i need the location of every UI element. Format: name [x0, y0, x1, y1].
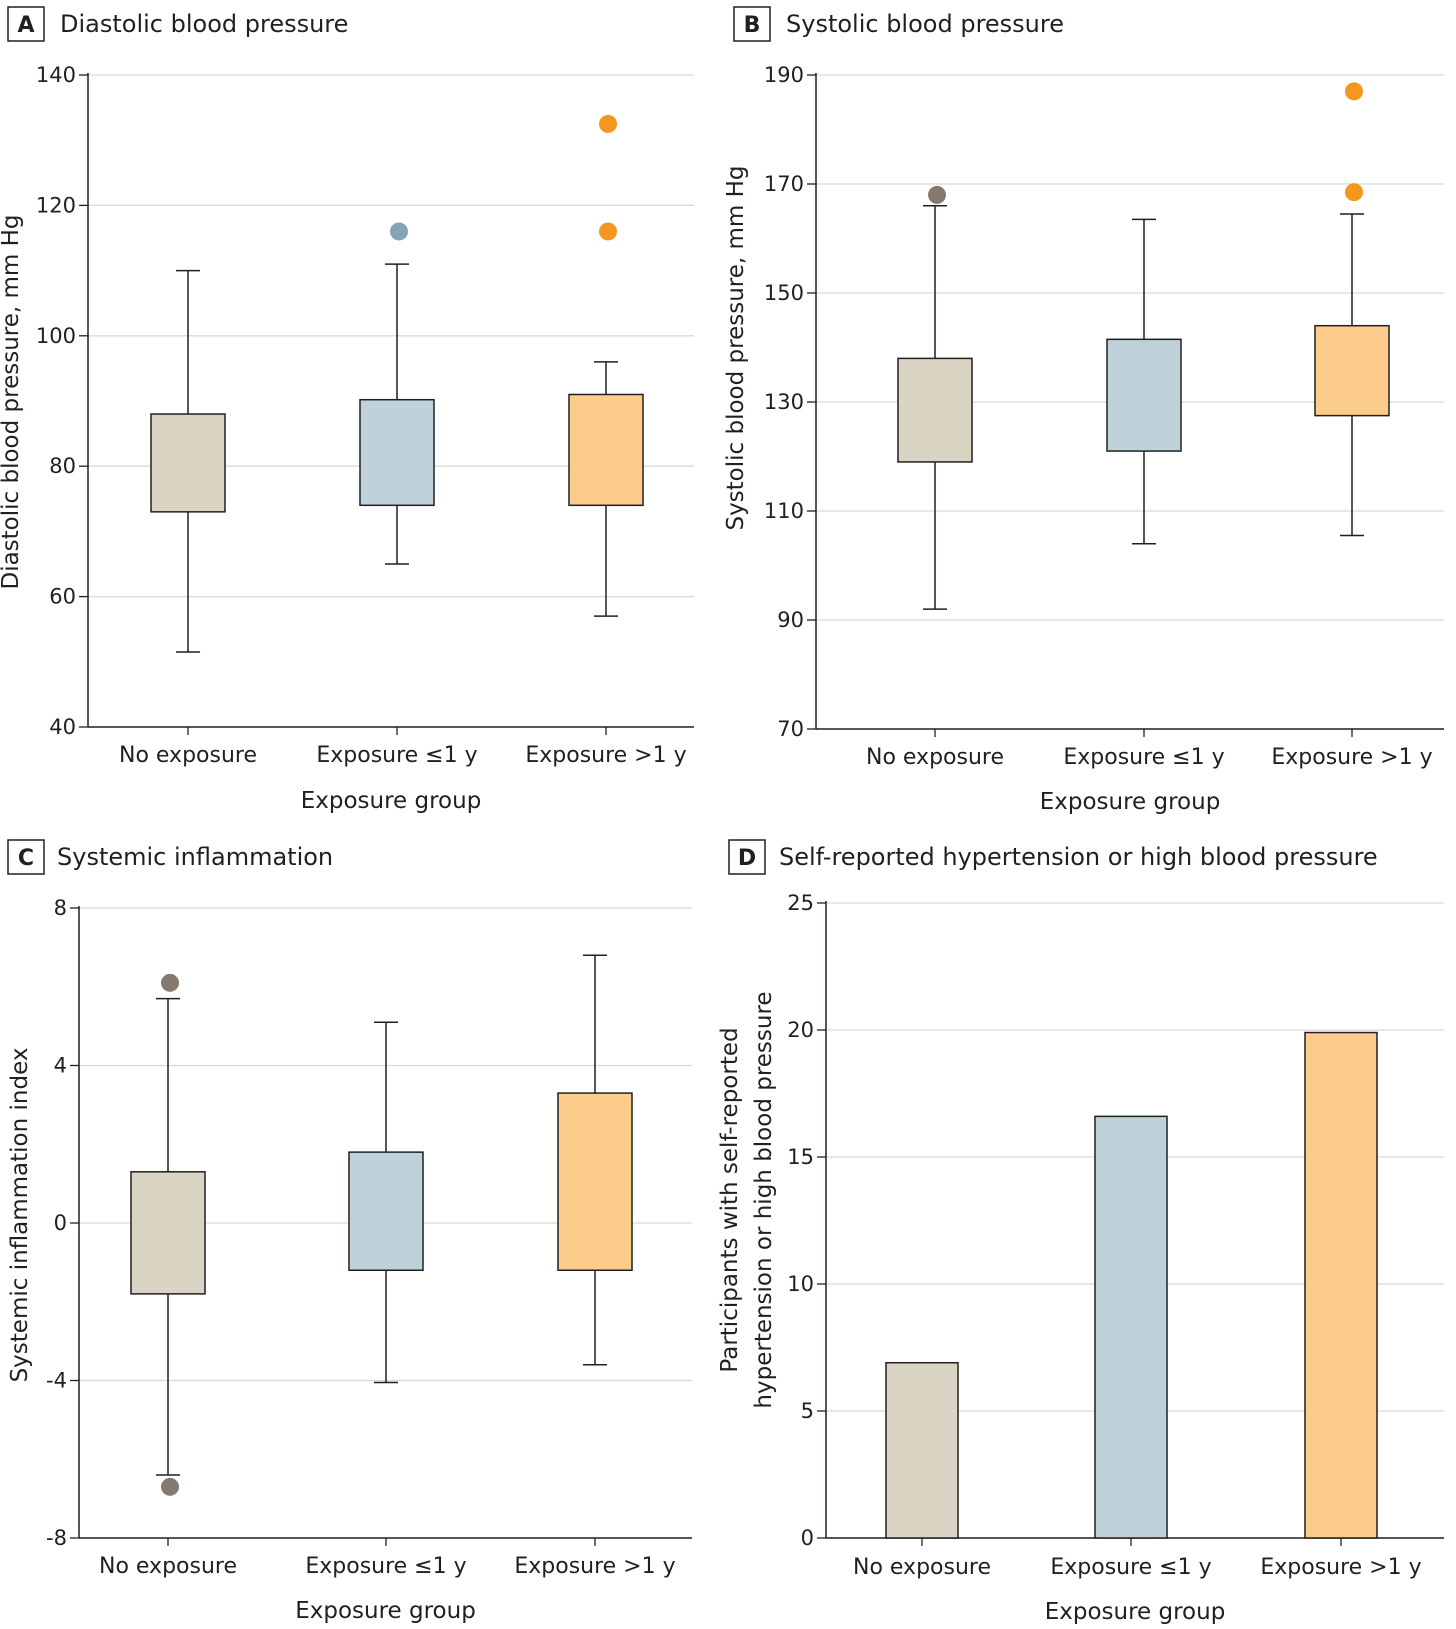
x-axis-label: Exposure group: [1040, 789, 1221, 815]
y-tick-label: 4: [54, 1054, 67, 1078]
y-axis-label-line: hypertension or high blood pressure: [751, 991, 777, 1408]
box: [359, 398, 435, 507]
panel-d: D Self-reported hypertension or high bloo…: [717, 839, 1444, 1625]
y-tick-label: 190: [764, 63, 804, 87]
outlier-point: [1345, 183, 1363, 202]
y-axis-label: Systemic inflammation index: [7, 1048, 33, 1383]
x-tick-label: Exposure >1 y: [525, 743, 686, 768]
y-tick-label: -8: [46, 1526, 67, 1550]
panel-title: Systolic blood pressure: [786, 10, 1064, 38]
panel-letter: D: [738, 846, 756, 871]
y-tick-label: 90: [777, 608, 804, 632]
y-tick-label: 110: [764, 499, 804, 523]
x-tick-label: Exposure >1 y: [1271, 745, 1432, 770]
x-tick-label: Exposure ≤1 y: [1063, 745, 1224, 770]
y-tick-label: 15: [787, 1145, 814, 1169]
x-axis-label: Exposure group: [1045, 1599, 1226, 1625]
y-tick-label: 100: [36, 324, 76, 348]
y-tick-label: 40: [49, 715, 76, 739]
panel-letter-box: [733, 6, 771, 42]
y-tick-label: 10: [787, 1272, 814, 1296]
x-axis-label: Exposure group: [301, 788, 482, 814]
x-tick-label: No exposure: [99, 1554, 237, 1579]
bar: [1094, 1115, 1168, 1539]
box: [897, 357, 973, 463]
panel-letter-box: [728, 839, 766, 875]
y-tick-label: 0: [801, 1526, 814, 1550]
outlier-point: [599, 114, 617, 133]
panel-title: Diastolic blood pressure: [60, 10, 348, 38]
x-tick-label: Exposure >1 y: [1260, 1555, 1421, 1580]
box: [1106, 338, 1182, 452]
y-axis-label: Systolic blood pressure, mm Hg: [723, 165, 749, 530]
box: [568, 393, 644, 507]
y-tick-label: 8: [54, 896, 67, 920]
x-tick-label: Exposure ≤1 y: [316, 743, 477, 768]
x-axis-label: Exposure group: [295, 1598, 476, 1624]
panel-letter-box: [7, 839, 45, 875]
outlier-point: [390, 222, 408, 241]
y-tick-label: 70: [777, 717, 804, 741]
y-tick-label: 5: [801, 1399, 814, 1423]
y-tick-label: 60: [49, 585, 76, 609]
panel-b: B Systolic blood pressure 70 90 110 130 150 170…: [723, 6, 1444, 815]
y-tick-label: 150: [764, 281, 804, 305]
x-tick-label: Exposure >1 y: [514, 1554, 675, 1579]
panel-c: C Systemic inflammation -8 -4 0 4 8 No exposure…: [7, 839, 692, 1624]
y-tick-label: 25: [787, 891, 814, 915]
y-axis-label-line: Participants with self-reported: [717, 1027, 743, 1372]
x-tick-label: No exposure: [119, 743, 257, 768]
panel-a: A Diastolic blood pressure 40 60 80 100 120 140…: [0, 6, 694, 814]
panel-title: Self-reported hypertension or high blood…: [779, 843, 1378, 871]
outlier-point: [1345, 82, 1363, 101]
box: [150, 413, 226, 513]
bar: [885, 1361, 959, 1539]
x-tick-label: No exposure: [866, 745, 1004, 770]
outlier-point: [161, 1477, 179, 1496]
y-tick-label: 130: [764, 390, 804, 414]
box: [1314, 324, 1390, 417]
box: [130, 1171, 206, 1295]
panel-letter: B: [744, 13, 761, 38]
bar: [1304, 1031, 1378, 1539]
y-tick-label: 20: [787, 1018, 814, 1042]
y-tick-label: -4: [46, 1369, 67, 1393]
x-tick-label: Exposure ≤1 y: [305, 1554, 466, 1579]
x-tick-label: Exposure ≤1 y: [1050, 1555, 1211, 1580]
y-tick-label: 0: [54, 1211, 67, 1235]
y-axis-label: Diastolic blood pressure, mm Hg: [0, 214, 24, 589]
y-tick-label: 170: [764, 172, 804, 196]
panel-letter: C: [18, 846, 34, 871]
panel-letter: A: [17, 13, 34, 38]
y-tick-label: 140: [36, 63, 76, 87]
panel-title: Systemic inflammation: [57, 843, 333, 871]
outlier-point: [599, 222, 617, 241]
y-tick-label: 80: [49, 454, 76, 478]
box: [348, 1151, 424, 1271]
panel-letter-box: [7, 6, 45, 42]
outlier-point: [928, 185, 946, 204]
box: [557, 1092, 633, 1271]
x-tick-label: No exposure: [853, 1555, 991, 1580]
outlier-point: [161, 973, 179, 992]
y-tick-label: 120: [36, 193, 76, 217]
